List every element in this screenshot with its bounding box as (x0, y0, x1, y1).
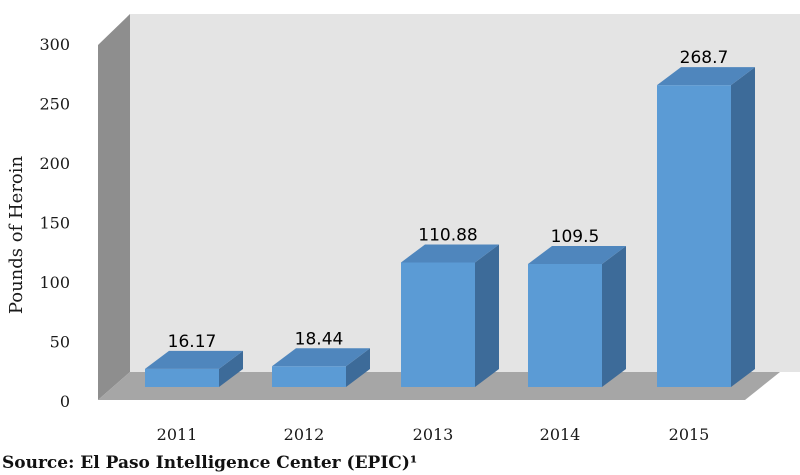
bar-front (528, 263, 602, 387)
bar-side (346, 348, 370, 387)
x-tick-label: 2011 (157, 425, 198, 444)
bar-2015: 268.7 (657, 48, 755, 387)
bar-side (219, 350, 243, 387)
bar-front (145, 368, 219, 387)
y-tick-label: 250 (39, 95, 70, 114)
bar-2011: 16.17 (145, 332, 243, 387)
x-tick-label: 2015 (669, 425, 710, 444)
bar-side (475, 244, 499, 387)
bar-side (602, 245, 626, 387)
bar-top (272, 348, 370, 367)
data-label: 18.44 (295, 329, 344, 349)
y-tick-label: 300 (39, 35, 70, 54)
bar-top (528, 245, 626, 264)
y-tick-label: 0 (60, 392, 70, 411)
bar-top (401, 244, 499, 263)
y-tick-label: 100 (39, 273, 70, 292)
data-label: 109.5 (551, 227, 600, 247)
data-label: 110.88 (418, 225, 477, 245)
x-tick-label: 2013 (413, 425, 454, 444)
y-tick-label: 150 (39, 214, 70, 233)
bars: 16.17 18.44 110.88 109.5 268.7 (145, 48, 755, 387)
bar-front (657, 85, 731, 387)
y-axis-ticks: 0 50 100 150 200 250 300 (39, 35, 70, 411)
side-wall (98, 14, 130, 400)
y-axis-label: Pounds of Heroin (6, 155, 27, 314)
bar-top (657, 67, 755, 86)
x-tick-label: 2014 (540, 425, 581, 444)
bar-2013: 110.88 (401, 225, 499, 387)
bar-side (731, 67, 755, 387)
bar-front (272, 366, 346, 387)
data-label: 16.17 (168, 332, 217, 352)
y-tick-label: 200 (39, 154, 70, 173)
y-tick-label: 50 (50, 333, 70, 352)
back-wall (130, 14, 800, 372)
bar-2012: 18.44 (272, 329, 370, 387)
bar-front (401, 262, 475, 387)
data-label: 268.7 (680, 48, 729, 68)
x-tick-label: 2012 (284, 425, 325, 444)
bar-top (145, 350, 243, 369)
bar-2014: 109.5 (528, 227, 626, 387)
x-axis-ticks: 2011 2012 2013 2014 2015 (157, 425, 710, 444)
source-note: Source: El Paso Intelligence Center (EPI… (2, 453, 417, 473)
